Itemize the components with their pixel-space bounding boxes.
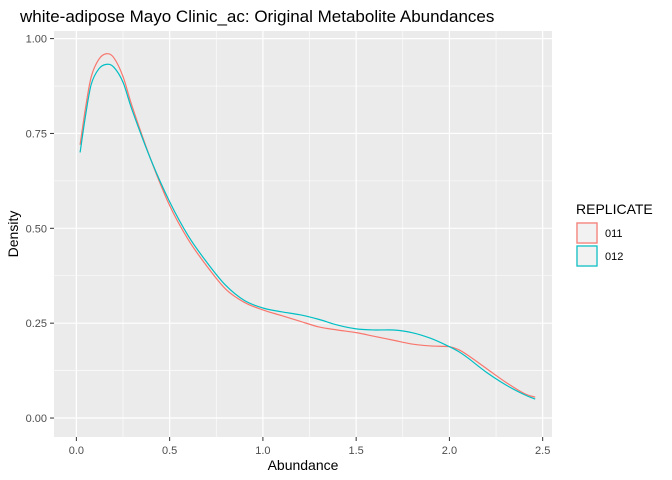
legend-label-011: 011 [605,228,623,240]
x-tick-label: 2.0 [442,445,457,457]
y-tick-label: 0.50 [26,223,47,235]
x-axis-title: Abundance [268,457,339,473]
y-axis-title: Density [5,211,21,258]
legend-key-bg [576,222,598,244]
chart-title: white-adipose Mayo Clinic_ac: Original M… [19,7,494,26]
x-tick-label: 0.0 [69,445,84,457]
y-tick-label: 0.25 [26,318,47,330]
x-axis: 0.0 0.5 1.0 1.5 2.0 2.5 [69,437,550,457]
legend-key-011 [576,222,598,244]
legend-title: REPLICATE [576,201,653,217]
series-line-011 [79,53,536,398]
series-layer [79,53,536,400]
y-tick-label: 0.00 [26,413,47,425]
legend: REPLICATE 011 012 [576,201,653,267]
y-tick-label: 1.00 [26,34,47,46]
legend-key-bg [576,245,598,267]
x-tick-label: 0.5 [162,445,177,457]
x-tick-label: 1.0 [255,445,270,457]
plot-panel [54,31,552,437]
x-tick-label: 1.5 [349,445,364,457]
legend-label-012: 012 [605,251,623,263]
grid-lines [54,31,552,437]
y-tick-label: 0.75 [26,128,47,140]
legend-key-012 [576,245,598,267]
y-axis: 0.00 0.25 0.50 0.75 1.00 [26,34,54,425]
x-tick-label: 2.5 [535,445,550,457]
series-line-012 [79,63,536,400]
